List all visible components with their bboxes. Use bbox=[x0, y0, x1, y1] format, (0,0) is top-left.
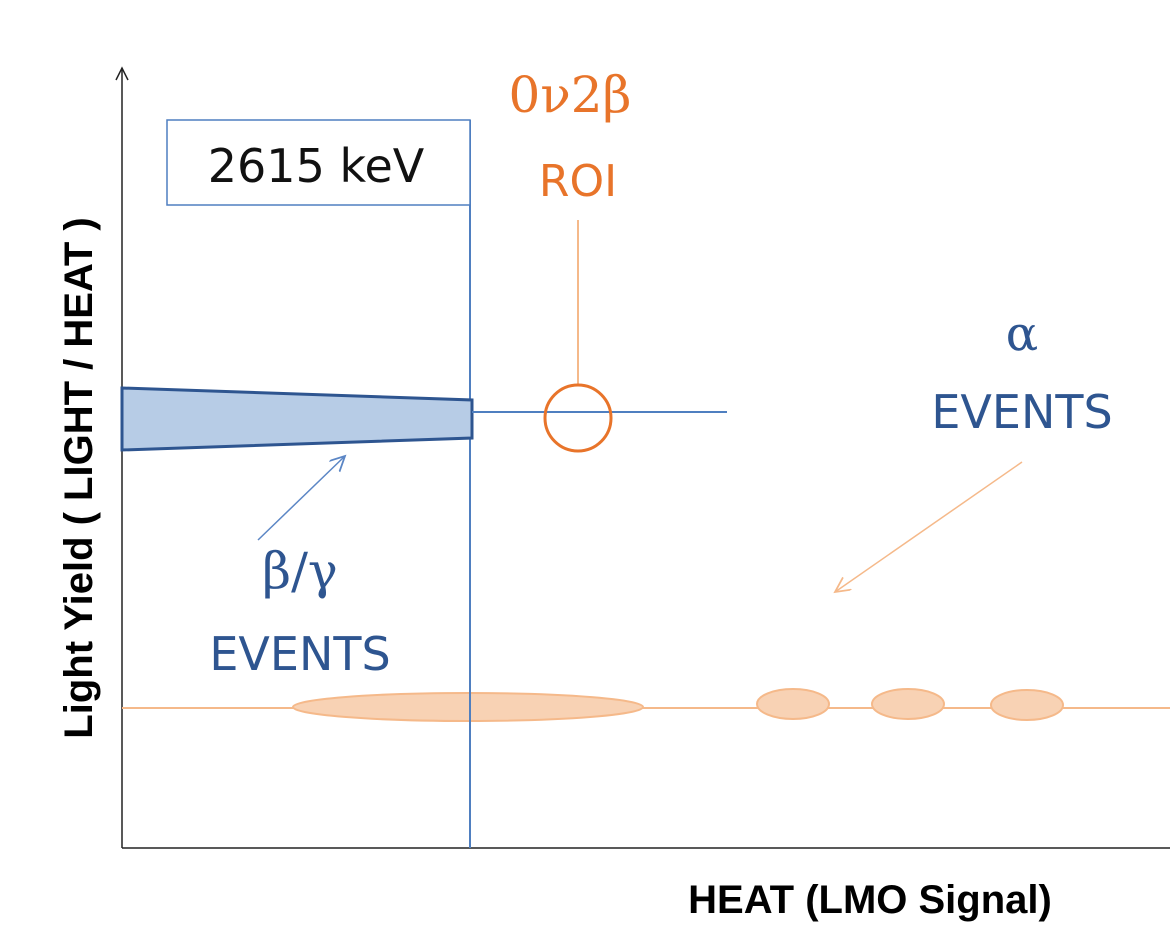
roi-label: ROI bbox=[539, 156, 617, 207]
beta-gamma-label: EVENTS bbox=[209, 627, 390, 681]
alpha-blob bbox=[756, 688, 830, 720]
y-axis-arrow bbox=[115, 66, 129, 81]
beta-gamma-symbol: β/γ bbox=[262, 542, 338, 600]
roi-circle bbox=[543, 383, 613, 453]
alpha-symbol: α bbox=[1006, 306, 1038, 362]
roi-title: 0ν2β bbox=[509, 66, 632, 124]
energy-box bbox=[166, 119, 471, 206]
x-axis-label: HEAT (LMO Signal) bbox=[688, 878, 1052, 922]
beta-gamma-arrow bbox=[257, 456, 345, 541]
alpha-arrow bbox=[835, 461, 1023, 592]
alpha-blob bbox=[871, 688, 945, 720]
alpha-label: EVENTS bbox=[931, 385, 1112, 439]
alpha-blob bbox=[990, 689, 1064, 721]
y-axis-label: Light Yield ( LIGHT / HEAT ) bbox=[57, 217, 101, 738]
alpha-blob bbox=[292, 692, 644, 722]
energy-label: 2615 keV bbox=[208, 139, 425, 193]
beta-gamma-band bbox=[120, 386, 474, 452]
